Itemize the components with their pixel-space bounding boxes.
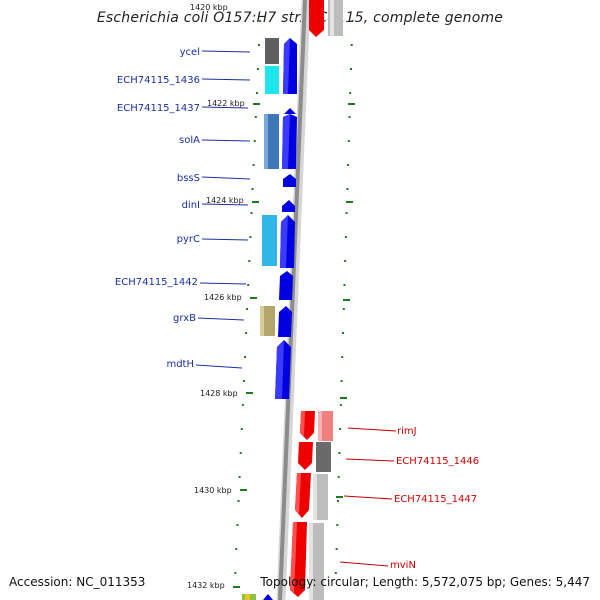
kbp-label-1432: 1432 kbp xyxy=(187,581,225,590)
scale-dot xyxy=(337,476,340,478)
scale-dot xyxy=(249,236,252,238)
gene-label-ycel: ycel xyxy=(180,47,200,58)
scale-dot xyxy=(250,212,253,214)
scale-dot xyxy=(252,164,255,166)
reverse-gene-arrows xyxy=(290,411,315,597)
scale-dot xyxy=(344,260,347,262)
scale-dot xyxy=(244,356,246,358)
scale-dot xyxy=(345,212,348,214)
gene-label-sola: solA xyxy=(179,135,200,146)
map-title: Escherichia coli O157:H7 str. EC4115, co… xyxy=(96,10,504,26)
scale-dot xyxy=(240,428,243,430)
scale-dot xyxy=(340,380,343,382)
scale-dot xyxy=(351,20,354,22)
scale-dot xyxy=(236,524,239,526)
scale-dot xyxy=(234,572,237,574)
scale-dot xyxy=(245,332,248,334)
cog-boxes-forward xyxy=(260,38,279,336)
kbp-label-top: 1420 kbp xyxy=(190,3,228,12)
gene-label-pyrc: pyrC xyxy=(177,234,200,245)
gene-label-ech74115-1442: ECH74115_1442 xyxy=(115,277,198,288)
forward-gene-labels: ycel ECH74115_1436 ECH74115_1437 solA bs… xyxy=(115,47,251,370)
kbp-label-1422: 1422 kbp xyxy=(207,99,245,108)
scale-dot xyxy=(339,428,342,430)
gene-label-ech74115-1447: ECH74115_1447 xyxy=(394,494,477,505)
scale-dot xyxy=(259,20,262,22)
gene-label-bsss: bssS xyxy=(177,173,200,184)
gene-label-grxb: grxB xyxy=(173,313,196,324)
kbp-label-1426: 1426 kbp xyxy=(204,293,242,302)
accession-text: Accession: NC_011353 xyxy=(9,575,146,589)
scale-dot xyxy=(258,44,260,46)
scale-dot xyxy=(242,380,245,382)
gene-label-rimj: rimJ xyxy=(397,426,417,437)
scale-dot xyxy=(334,572,337,574)
scale-dot xyxy=(346,188,349,190)
kbp-scale: 1422 kbp 1424 kbp 1426 kbp 1428 kbp 1430… xyxy=(187,99,355,590)
scale-dot xyxy=(237,500,240,502)
scale-dot xyxy=(343,284,346,286)
scale-dot xyxy=(338,452,341,454)
scale-dot xyxy=(247,284,250,286)
scale-dot xyxy=(238,476,241,478)
scale-dot xyxy=(256,68,259,70)
scale-dot xyxy=(246,308,249,310)
scale-dot xyxy=(241,404,244,406)
cog-boxes-reverse xyxy=(309,411,333,600)
gene-label-mdth: mdtH xyxy=(166,359,194,370)
scale-dot xyxy=(255,92,258,94)
scale-dot xyxy=(239,452,242,454)
forward-gene-arrows xyxy=(275,38,297,399)
gene-label-ech74115-1437: ECH74115_1437 xyxy=(117,103,200,114)
scale-dot xyxy=(251,188,254,190)
scale-dot xyxy=(235,548,238,550)
kbp-label-1430: 1430 kbp xyxy=(194,486,232,495)
scale-dot xyxy=(341,356,344,358)
reverse-gene-labels: rimJ ECH74115_1446 ECH74115_1447 mviN xyxy=(339,426,479,571)
scale-dot xyxy=(337,500,339,502)
gene-label-dini: dinI xyxy=(182,200,200,211)
scale-dot xyxy=(342,332,344,334)
kbp-label-1424: 1424 kbp xyxy=(206,196,244,205)
scale-dot xyxy=(347,164,350,166)
scale-dot xyxy=(350,44,353,46)
top-partial-features: 1420 kbp xyxy=(190,0,343,37)
kbp-label-1428: 1428 kbp xyxy=(200,389,238,398)
scale-dot xyxy=(335,548,338,550)
scale-dot xyxy=(349,92,352,94)
scale-dots xyxy=(234,20,354,574)
scale-dot xyxy=(348,116,351,118)
scale-dot xyxy=(253,140,256,142)
bottom-partial-features xyxy=(242,594,273,600)
scale-dot xyxy=(339,404,342,406)
genome-backbone xyxy=(276,0,311,600)
scale-dot xyxy=(336,524,339,526)
gene-label-mvin: mviN xyxy=(390,560,416,571)
scale-dot xyxy=(350,68,352,70)
scale-dot xyxy=(248,260,251,262)
scale-dot xyxy=(254,116,257,118)
topology-text: Topology: circular; Length: 5,572,075 bp… xyxy=(260,575,590,589)
gene-label-ech74115-1436: ECH74115_1436 xyxy=(117,75,200,86)
gene-label-ech74115-1446: ECH74115_1446 xyxy=(396,456,479,467)
scale-dot xyxy=(347,140,350,142)
scale-dot xyxy=(342,308,345,310)
scale-dot xyxy=(344,236,347,238)
